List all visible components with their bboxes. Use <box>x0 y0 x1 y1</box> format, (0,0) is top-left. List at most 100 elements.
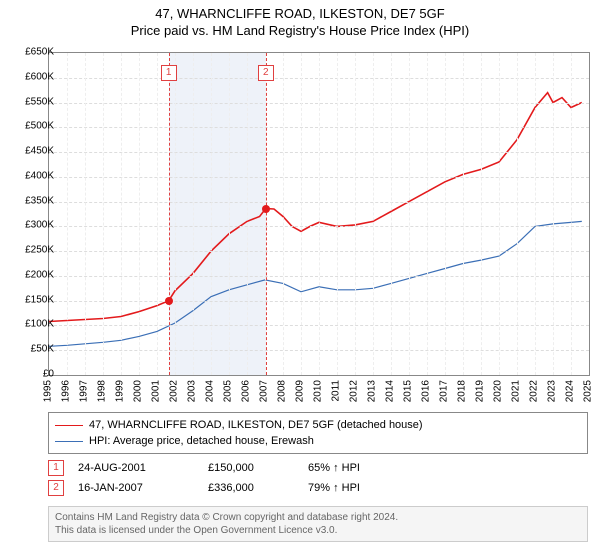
gridline-v <box>409 53 410 375</box>
gridline-v <box>157 53 158 375</box>
gridline-v <box>283 53 284 375</box>
gridline-v <box>571 53 572 375</box>
event-badge: 2 <box>258 65 274 81</box>
y-axis-label: £0 <box>10 369 54 380</box>
transaction-badge: 1 <box>48 460 64 476</box>
event-line <box>169 53 170 375</box>
gridline-v <box>85 53 86 375</box>
x-axis-label: 2016 <box>421 380 432 402</box>
legend-item: 47, WHARNCLIFFE ROAD, ILKESTON, DE7 5GF … <box>55 417 581 433</box>
x-axis-label: 2015 <box>403 380 414 402</box>
gridline-v <box>373 53 374 375</box>
gridline-v <box>139 53 140 375</box>
transaction-price: £336,000 <box>208 482 308 494</box>
footer-attribution: Contains HM Land Registry data © Crown c… <box>48 506 588 542</box>
gridline-v <box>67 53 68 375</box>
gridline-v <box>535 53 536 375</box>
x-axis-label: 2022 <box>529 380 540 402</box>
event-line <box>266 53 267 375</box>
gridline-v <box>301 53 302 375</box>
chart-plot-area: 12 <box>48 52 590 376</box>
gridline-v <box>391 53 392 375</box>
gridline-v <box>445 53 446 375</box>
legend-label: HPI: Average price, detached house, Erew… <box>89 435 314 447</box>
x-axis-label: 1997 <box>79 380 90 402</box>
x-axis-label: 2020 <box>493 380 504 402</box>
gridline-v <box>319 53 320 375</box>
x-axis-label: 2013 <box>367 380 378 402</box>
x-axis-label: 2002 <box>169 380 180 402</box>
y-axis-label: £500K <box>10 121 54 132</box>
y-axis-label: £150K <box>10 294 54 305</box>
x-axis-label: 2011 <box>331 380 342 402</box>
footer-line2: This data is licensed under the Open Gov… <box>55 524 581 537</box>
event-badge: 1 <box>161 65 177 81</box>
x-axis-label: 2025 <box>583 380 594 402</box>
y-axis-label: £100K <box>10 319 54 330</box>
gridline-v <box>337 53 338 375</box>
x-axis-label: 1995 <box>43 380 54 402</box>
x-axis-label: 2003 <box>187 380 198 402</box>
x-axis-label: 2000 <box>133 380 144 402</box>
transactions-table: 124-AUG-2001£150,00065% ↑ HPI216-JAN-200… <box>48 458 588 498</box>
legend-swatch <box>55 425 83 426</box>
x-axis-label: 2014 <box>385 380 396 402</box>
x-axis-label: 2019 <box>475 380 486 402</box>
x-axis-label: 2007 <box>259 380 270 402</box>
series-hpi <box>49 221 582 346</box>
gridline-v <box>553 53 554 375</box>
title-block: 47, WHARNCLIFFE ROAD, ILKESTON, DE7 5GF … <box>0 0 600 38</box>
x-axis-label: 2004 <box>205 380 216 402</box>
x-axis-label: 2012 <box>349 380 360 402</box>
y-axis-label: £50K <box>10 344 54 355</box>
x-axis-label: 2024 <box>565 380 576 402</box>
gridline-v <box>103 53 104 375</box>
footer-line1: Contains HM Land Registry data © Crown c… <box>55 511 581 524</box>
gridline-v <box>193 53 194 375</box>
x-axis-label: 2018 <box>457 380 468 402</box>
x-axis-label: 2008 <box>277 380 288 402</box>
transaction-delta: 79% ↑ HPI <box>308 482 388 494</box>
gridline-v <box>175 53 176 375</box>
gridline-v <box>499 53 500 375</box>
x-axis-label: 2005 <box>223 380 234 402</box>
legend-swatch <box>55 441 83 442</box>
x-axis-label: 1999 <box>115 380 126 402</box>
gridline-v <box>481 53 482 375</box>
y-axis-label: £450K <box>10 146 54 157</box>
y-axis-label: £200K <box>10 269 54 280</box>
gridline-v <box>121 53 122 375</box>
gridline-v <box>229 53 230 375</box>
y-axis-label: £400K <box>10 170 54 181</box>
x-axis-label: 2009 <box>295 380 306 402</box>
transaction-marker <box>165 297 173 305</box>
gridline-v <box>211 53 212 375</box>
transaction-badge: 2 <box>48 480 64 496</box>
x-axis-label: 2021 <box>511 380 522 402</box>
y-axis-label: £300K <box>10 220 54 231</box>
chart-container: 47, WHARNCLIFFE ROAD, ILKESTON, DE7 5GF … <box>0 0 600 560</box>
legend: 47, WHARNCLIFFE ROAD, ILKESTON, DE7 5GF … <box>48 412 588 454</box>
legend-item: HPI: Average price, detached house, Erew… <box>55 433 581 449</box>
x-axis-label: 1996 <box>61 380 72 402</box>
x-axis-label: 1998 <box>97 380 108 402</box>
gridline-v <box>517 53 518 375</box>
x-axis-label: 2010 <box>313 380 324 402</box>
x-axis-label: 2017 <box>439 380 450 402</box>
gridline-v <box>463 53 464 375</box>
gridline-v <box>427 53 428 375</box>
transaction-date: 24-AUG-2001 <box>78 462 208 474</box>
title-subtitle: Price paid vs. HM Land Registry's House … <box>0 23 600 38</box>
transaction-price: £150,000 <box>208 462 308 474</box>
x-axis-label: 2006 <box>241 380 252 402</box>
transaction-marker <box>262 205 270 213</box>
transaction-row: 216-JAN-2007£336,00079% ↑ HPI <box>48 478 588 498</box>
y-axis-label: £550K <box>10 96 54 107</box>
title-address: 47, WHARNCLIFFE ROAD, ILKESTON, DE7 5GF <box>0 6 600 21</box>
x-axis-label: 2001 <box>151 380 162 402</box>
transaction-row: 124-AUG-2001£150,00065% ↑ HPI <box>48 458 588 478</box>
gridline-v <box>355 53 356 375</box>
y-axis-label: £650K <box>10 47 54 58</box>
legend-label: 47, WHARNCLIFFE ROAD, ILKESTON, DE7 5GF … <box>89 419 423 431</box>
gridline-v <box>247 53 248 375</box>
